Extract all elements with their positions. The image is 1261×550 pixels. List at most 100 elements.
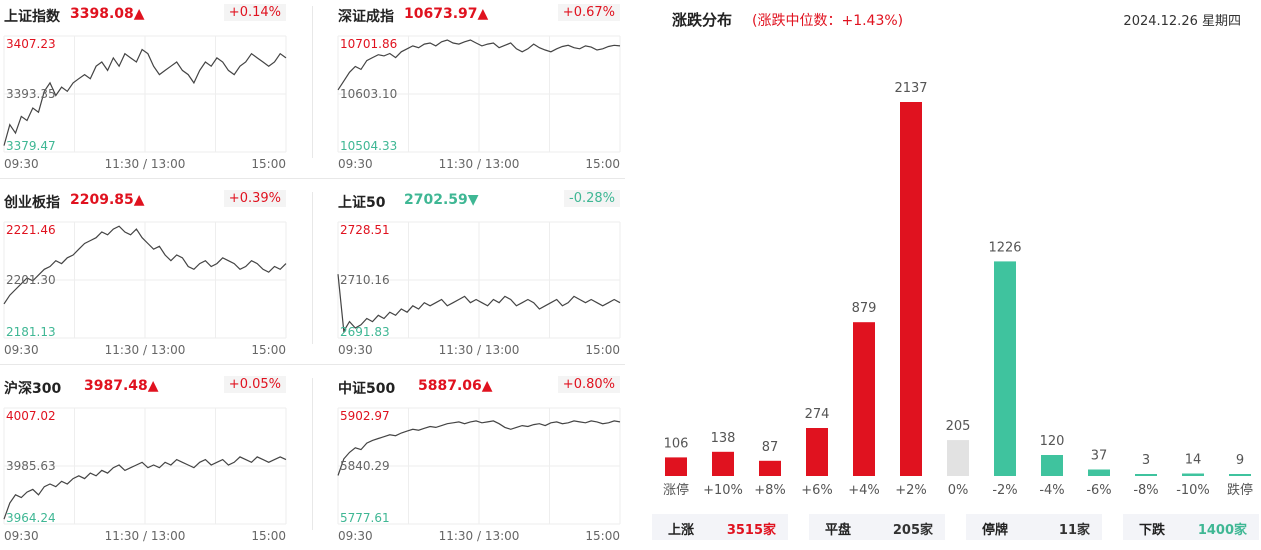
index-panel[interactable]: 深证成指 10673.97▲ +0.67% 10701.86 10603.10 10504… xyxy=(334,0,624,178)
bar-value-label: 87 xyxy=(762,440,779,455)
x-tick-label: 15:00 xyxy=(251,157,286,171)
y-tick-label: 2181.13 xyxy=(6,325,56,339)
y-tick-label: 2201.30 xyxy=(6,273,56,287)
category-label: -6% xyxy=(1086,483,1111,498)
x-tick-label: 15:00 xyxy=(251,529,286,543)
x-tick-label: 09:30 xyxy=(4,343,39,357)
distribution-panel: 涨跌分布 (涨跌中位数：+1.43%) 2024.12.26 星期四 106 涨停… xyxy=(652,0,1261,541)
index-price: 5887.06▲ xyxy=(418,378,493,394)
index-chart: 3407.23 3393.35 3379.47 09:30 11:30 / 13:00 1… xyxy=(3,35,287,171)
stat-box: 平盘 205家 xyxy=(809,514,945,540)
index-header: 深证成指 10673.97▲ +0.67% xyxy=(338,4,624,28)
bar xyxy=(1088,469,1110,476)
x-tick-label: 11:30 / 13:00 xyxy=(105,529,186,543)
x-tick-label: 11:30 / 13:00 xyxy=(439,157,520,171)
stat-box: 停牌 11家 xyxy=(966,514,1102,540)
x-tick-label: 11:30 / 13:00 xyxy=(439,529,520,543)
bar xyxy=(853,322,875,476)
index-line xyxy=(337,420,621,476)
y-tick-label: 5840.29 xyxy=(340,459,390,473)
stat-label: 平盘 xyxy=(825,523,852,538)
index-panel[interactable]: 上证指数 3398.08▲ +0.14% 3407.23 3393.35 3379.47 0… xyxy=(0,0,290,178)
x-tick-label: 11:30 / 13:00 xyxy=(439,343,520,357)
index-chart: 2221.46 2201.30 2181.13 09:30 11:30 / 13:00 1… xyxy=(3,221,287,357)
x-tick-label: 09:30 xyxy=(4,157,39,171)
bar xyxy=(900,102,922,476)
date-label: 2024.12.26 星期四 xyxy=(1123,14,1241,29)
index-line xyxy=(337,274,621,333)
stat-value: 11家 xyxy=(1058,523,1090,538)
x-tick-label: 11:30 / 13:00 xyxy=(105,157,186,171)
y-tick-label: 10701.86 xyxy=(340,37,397,51)
y-tick-label: 3407.23 xyxy=(6,37,56,51)
bar xyxy=(1041,455,1063,476)
bar-value-label: 37 xyxy=(1091,449,1108,464)
index-price: 2702.59▼ xyxy=(404,192,479,208)
row-divider xyxy=(0,178,625,179)
stat-value: 205家 xyxy=(892,523,933,538)
index-change-badge: +0.67% xyxy=(557,4,620,21)
x-tick-label: 15:00 xyxy=(585,157,620,171)
y-tick-label: 4007.02 xyxy=(6,409,56,423)
x-tick-label: 09:30 xyxy=(4,529,39,543)
index-name: 深证成指 xyxy=(338,9,394,25)
bar-value-label: 879 xyxy=(852,301,877,316)
bar xyxy=(1182,473,1204,476)
index-price: 3398.08▲ xyxy=(70,6,145,22)
category-label: 涨停 xyxy=(663,482,689,498)
index-panel[interactable]: 中证500 5887.06▲ +0.80% 5902.97 5840.29 5777.61… xyxy=(334,372,624,550)
index-line xyxy=(3,456,287,520)
stat-value: 1400家 xyxy=(1197,523,1247,538)
index-header: 上证50 2702.59▼ -0.28% xyxy=(338,190,624,214)
y-tick-label: 5902.97 xyxy=(340,409,390,423)
x-tick-label: 09:30 xyxy=(338,343,373,357)
index-header: 上证指数 3398.08▲ +0.14% xyxy=(4,4,290,28)
y-tick-label: 3379.47 xyxy=(6,139,56,153)
index-panel[interactable]: 创业板指 2209.85▲ +0.39% 2221.46 2201.30 2181.13 0… xyxy=(0,186,290,364)
median-text: (涨跌中位数：+1.43%) xyxy=(752,13,904,29)
index-panel[interactable]: 上证50 2702.59▼ -0.28% 2728.51 2710.16 2691.83 0… xyxy=(334,186,624,364)
index-change-badge: +0.39% xyxy=(223,190,286,207)
index-chart: 10701.86 10603.10 10504.33 09:30 11:30 / 13:… xyxy=(337,35,621,171)
index-panels: 上证指数 3398.08▲ +0.14% 3407.23 3393.35 3379.47 0… xyxy=(0,0,630,543)
index-panel[interactable]: 沪深300 3987.48▲ +0.05% 4007.02 3985.63 3964.24… xyxy=(0,372,290,550)
index-name: 中证500 xyxy=(338,381,396,397)
row-divider xyxy=(0,364,625,365)
panel-divider xyxy=(312,6,313,158)
index-change-badge: +0.05% xyxy=(223,376,286,393)
panel-divider xyxy=(312,378,313,530)
index-name: 创业板指 xyxy=(4,195,60,211)
category-label: +4% xyxy=(848,483,880,498)
category-label: -2% xyxy=(992,483,1017,498)
bar-value-label: 9 xyxy=(1236,453,1244,468)
x-tick-label: 11:30 / 13:00 xyxy=(105,343,186,357)
y-tick-label: 3393.35 xyxy=(6,87,56,101)
stat-label: 停牌 xyxy=(982,523,1009,538)
stat-label: 下跌 xyxy=(1139,523,1166,538)
y-tick-label: 2728.51 xyxy=(340,223,390,237)
x-tick-label: 15:00 xyxy=(251,343,286,357)
category-label: +6% xyxy=(801,483,833,498)
x-tick-label: 09:30 xyxy=(338,529,373,543)
x-tick-label: 15:00 xyxy=(585,529,620,543)
stat-label: 上涨 xyxy=(668,523,695,538)
bar-value-label: 3 xyxy=(1142,453,1150,468)
category-label: +2% xyxy=(895,483,927,498)
bar-value-label: 205 xyxy=(946,419,971,434)
index-name: 上证指数 xyxy=(4,9,60,25)
category-label: -8% xyxy=(1133,483,1158,498)
category-label: +10% xyxy=(703,483,743,498)
index-change-badge: -0.28% xyxy=(564,190,620,207)
index-name: 上证50 xyxy=(338,195,386,211)
index-price: 3987.48▲ xyxy=(84,378,159,394)
bar xyxy=(947,440,969,476)
bar xyxy=(1229,474,1251,476)
index-name: 沪深300 xyxy=(4,381,62,397)
category-label: 跌停 xyxy=(1227,482,1253,498)
bar-value-label: 2137 xyxy=(894,81,927,96)
bar-value-label: 1226 xyxy=(988,240,1021,255)
distribution-title: 涨跌分布 xyxy=(672,11,733,29)
y-tick-label: 3985.63 xyxy=(6,459,56,473)
y-tick-label: 10504.33 xyxy=(340,139,397,153)
bar xyxy=(759,460,781,476)
